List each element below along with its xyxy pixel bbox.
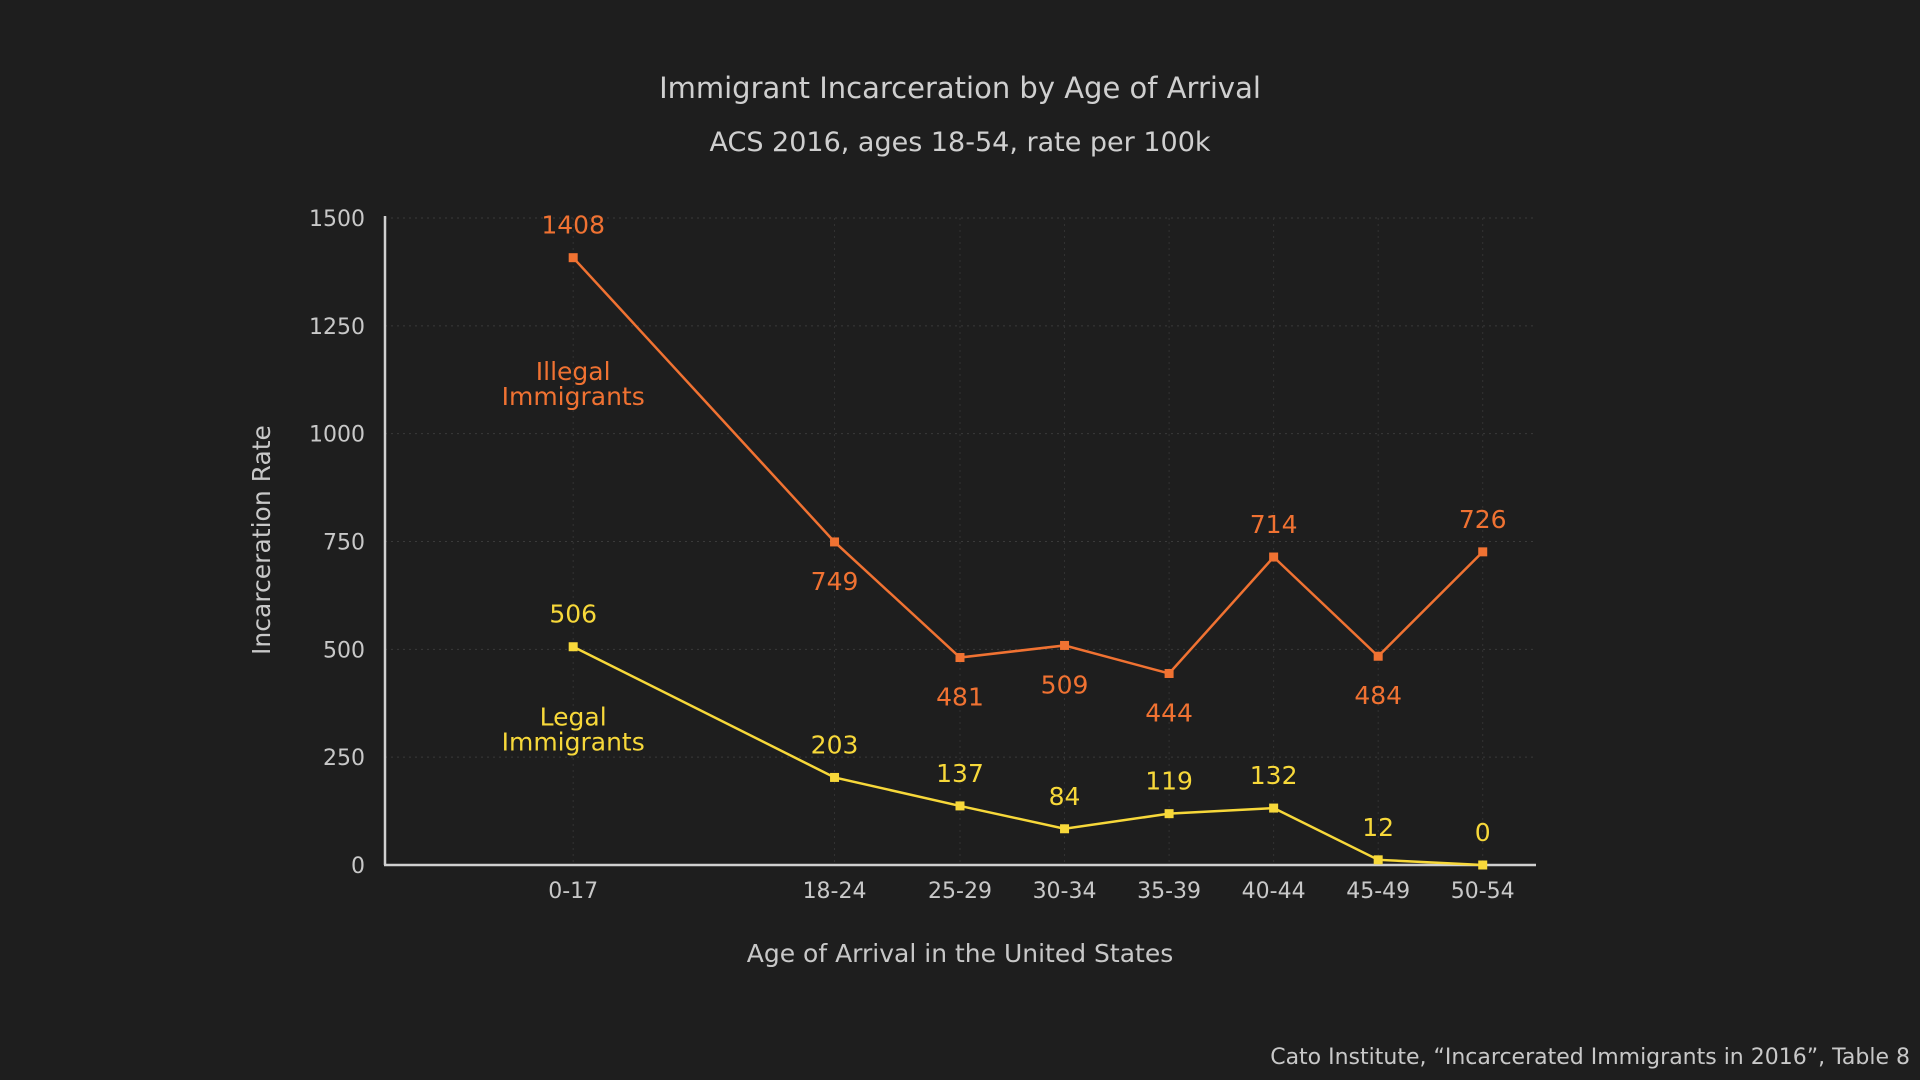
data-point xyxy=(568,253,578,263)
data-label: 137 xyxy=(936,759,984,788)
x-axis-label: Age of Arrival in the United States xyxy=(747,939,1174,968)
y-tick-label: 1000 xyxy=(309,423,365,448)
series-line xyxy=(572,256,1484,675)
data-label: 509 xyxy=(1041,670,1089,699)
y-tick-label: 0 xyxy=(351,854,365,879)
y-tick-label: 250 xyxy=(323,746,365,771)
series-label: Legal xyxy=(540,702,607,731)
data-label: 444 xyxy=(1145,698,1193,727)
data-point xyxy=(830,772,840,782)
series-label: Immigrants xyxy=(502,727,645,756)
x-axis-ticks: 0-17 18-24 25-29 30-34 35-39 40-44 45-49 50-54 xyxy=(548,879,1514,904)
x-tick-label: 35-39 xyxy=(1137,879,1201,904)
data-point xyxy=(1373,651,1383,661)
data-label: 12 xyxy=(1362,813,1394,842)
y-axis-ticks: 0 250 500 750 1000 1250 1500 xyxy=(309,207,365,879)
data-label: 506 xyxy=(549,600,597,629)
y-tick-label: 1250 xyxy=(309,315,365,340)
data-point xyxy=(1478,860,1488,870)
data-label: 714 xyxy=(1250,510,1298,539)
x-tick-label: 25-29 xyxy=(928,879,992,904)
data-point xyxy=(955,653,965,663)
series-label: Illegal xyxy=(536,357,611,386)
data-point xyxy=(1269,803,1279,813)
data-label: 0 xyxy=(1475,818,1491,847)
x-tick-label: 40-44 xyxy=(1242,879,1306,904)
data-point xyxy=(1060,824,1070,834)
data-point xyxy=(568,642,578,652)
data-point xyxy=(1164,668,1174,678)
data-point xyxy=(1373,855,1383,865)
data-point xyxy=(830,537,840,547)
y-axis-label: Incarceration Rate xyxy=(247,425,276,655)
x-tick-label: 50-54 xyxy=(1451,879,1515,904)
y-tick-label: 750 xyxy=(323,531,365,556)
data-point xyxy=(1478,547,1488,557)
series-label: Immigrants xyxy=(502,382,645,411)
data-label: 84 xyxy=(1049,782,1081,811)
data-point xyxy=(1164,809,1174,819)
data-label: 726 xyxy=(1459,505,1507,534)
x-tick-label: 0-17 xyxy=(548,879,598,904)
data-label: 132 xyxy=(1250,761,1298,790)
y-tick-label: 500 xyxy=(323,638,365,663)
y-tick-label: 1500 xyxy=(309,207,365,232)
chart-title: Immigrant Incarceration by Age of Arriva… xyxy=(659,71,1261,105)
data-point xyxy=(955,801,965,811)
x-tick-label: 45-49 xyxy=(1346,879,1410,904)
data-label: 1408 xyxy=(541,211,605,240)
series-line xyxy=(572,645,1483,867)
source-note: Cato Institute, “Incarcerated Immigrants… xyxy=(1270,1045,1910,1070)
data-point xyxy=(1060,640,1070,650)
data-label: 481 xyxy=(936,683,984,712)
data-label: 203 xyxy=(811,730,859,759)
x-tick-label: 30-34 xyxy=(1033,879,1097,904)
data-label: 484 xyxy=(1354,681,1402,710)
data-label: 749 xyxy=(811,567,859,596)
chart-subtitle: ACS 2016, ages 18-54, rate per 100k xyxy=(709,127,1210,158)
series-illegal-immigrants: 1408 749 481 509 444 714 484 726 IllegalImmigran… xyxy=(502,211,1507,728)
data-label: 119 xyxy=(1145,767,1193,796)
data-point xyxy=(1269,552,1279,562)
x-tick-label: 18-24 xyxy=(803,879,867,904)
